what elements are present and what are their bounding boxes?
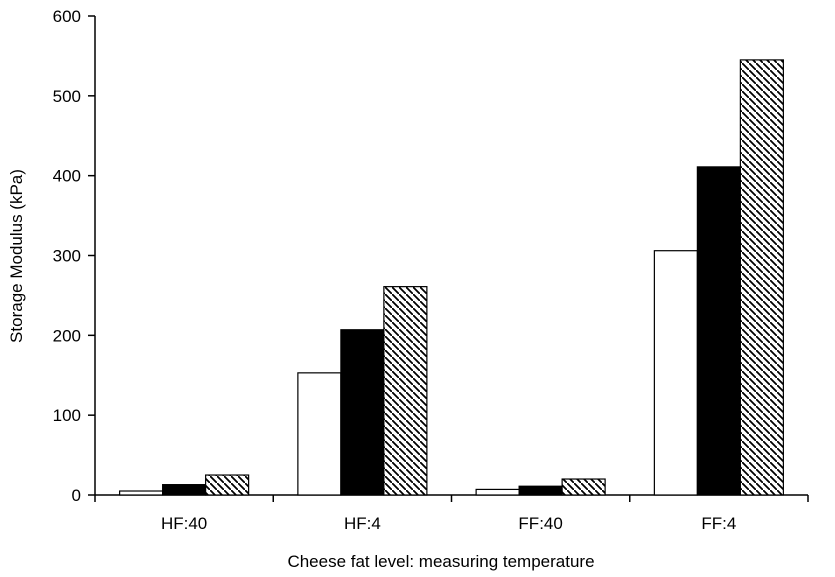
y-tick-label: 200 — [53, 326, 81, 345]
bar — [297, 372, 342, 496]
y-ticks: 0 100 200 300 400 500 600 — [53, 7, 95, 505]
bar — [383, 286, 428, 496]
bar — [518, 485, 563, 496]
bar — [739, 59, 784, 496]
x-axis-title: Cheese fat level: measuring temperature — [287, 552, 594, 571]
bar — [340, 329, 385, 496]
x-tick-label: FF:40 — [518, 514, 562, 533]
y-tick-label: 100 — [53, 406, 81, 425]
y-tick-label: 0 — [72, 486, 81, 505]
y-tick-label: 600 — [53, 7, 81, 26]
bar — [205, 474, 250, 496]
y-axis-title: Storage Modulus (kPa) — [7, 169, 26, 343]
bar — [696, 166, 741, 496]
x-tick-label: HF:40 — [161, 514, 207, 533]
x-tick-label: HF:4 — [344, 514, 381, 533]
y-tick-label: 300 — [53, 247, 81, 266]
x-tick-label: FF:4 — [701, 514, 736, 533]
bar — [162, 484, 207, 496]
bar — [561, 478, 606, 496]
bar — [653, 250, 698, 496]
x-ticks: HF:40 HF:4 FF:40 FF:4 — [94, 495, 809, 533]
y-tick-label: 500 — [53, 87, 81, 106]
bars-group — [119, 59, 784, 496]
bar — [475, 488, 520, 496]
y-tick-label: 400 — [53, 167, 81, 186]
bar — [119, 490, 164, 496]
